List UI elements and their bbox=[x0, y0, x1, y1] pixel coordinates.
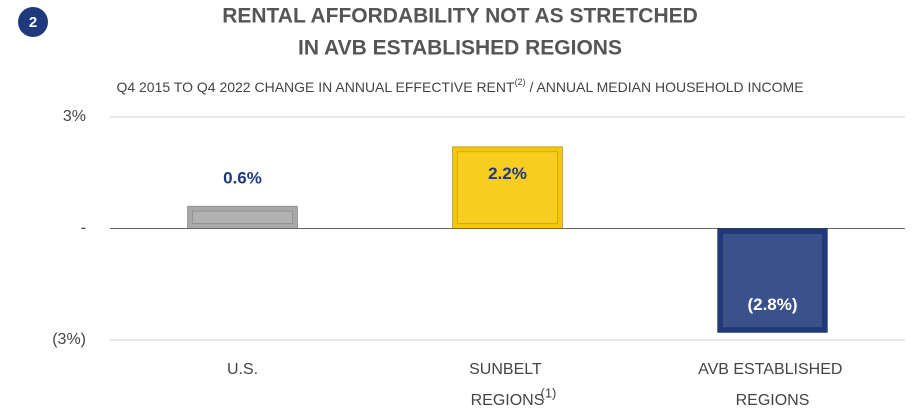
x-tick-footnote: (1) bbox=[541, 385, 557, 400]
subtitle-part: Q4 2015 TO Q4 2022 CHANGE IN ANNUAL EFFE… bbox=[116, 79, 515, 95]
x-tick-line: REGIONS bbox=[736, 392, 810, 409]
value-label: 0.6% bbox=[223, 169, 262, 188]
bar-bevel bbox=[192, 210, 293, 224]
bar-bevel bbox=[457, 151, 558, 225]
x-tick-line: SUNBELT bbox=[469, 361, 546, 378]
y-tick-label: (3%) bbox=[52, 331, 86, 348]
y-tick-label: 3% bbox=[63, 108, 86, 125]
bar bbox=[452, 146, 563, 230]
value-label: 2.2% bbox=[488, 164, 527, 183]
chart-title: RENTAL AFFORDABILITY NOT AS STRETCHED bbox=[222, 5, 698, 28]
bar bbox=[187, 205, 298, 229]
value-label: (2.8%) bbox=[747, 295, 797, 314]
x-tick-line: REGIONS bbox=[471, 392, 545, 409]
x-tick-label: AVB ESTABLISHED REGIONS bbox=[698, 361, 847, 409]
x-tick-label: SUNBELT REGIONS bbox=[469, 361, 546, 409]
badge-circle bbox=[18, 7, 48, 37]
chart-title: IN AVB ESTABLISHED REGIONS bbox=[298, 37, 622, 60]
badge: 2 bbox=[29, 14, 37, 31]
subtitle: Q4 2015 TO Q4 2022 CHANGE IN ANNUAL EFFE… bbox=[116, 77, 803, 94]
subtitle-footnote: (2) bbox=[515, 77, 526, 87]
x-tick-label: U.S. bbox=[227, 361, 258, 378]
x-tick-line: AVB ESTABLISHED bbox=[698, 361, 847, 378]
bar bbox=[717, 228, 828, 334]
bar-bevel bbox=[722, 233, 823, 329]
subtitle-part: / ANNUAL MEDIAN HOUSEHOLD INCOME bbox=[526, 79, 804, 95]
y-tick-label: - bbox=[81, 220, 86, 237]
